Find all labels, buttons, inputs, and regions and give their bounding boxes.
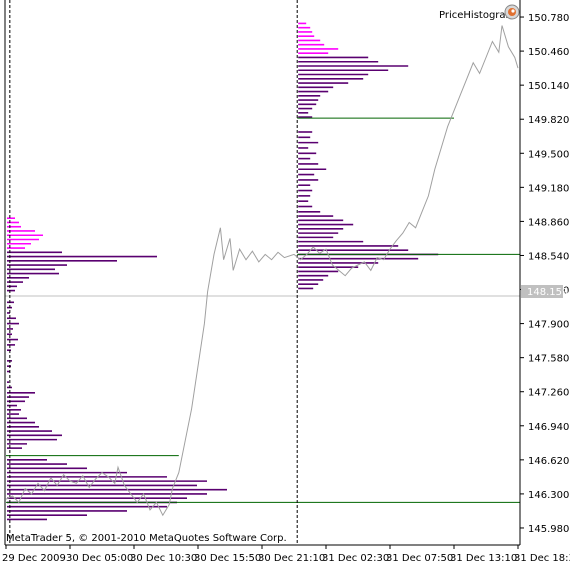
session-separators [9,0,298,545]
price-tick-label: 149.180 [528,183,569,194]
level-lines-layer [6,117,520,503]
price-tick-label: 150.780 [528,13,569,24]
price-tick-label: 147.260 [528,388,569,399]
price-tick-label: 147.900 [528,320,569,331]
price-tick-label: 146.940 [528,422,569,433]
time-tick-label: 30 Dec 21:10 [258,553,325,564]
current-price-box [521,285,563,298]
indicator-name[interactable]: PriceHistogram [439,10,515,21]
price-tick-label: 148.860 [528,217,569,228]
price-tick-label: 145.980 [528,524,569,535]
time-tick-label: 29 Dec 2009 [2,553,66,564]
copyright-text: MetaTrader 5, © 2001-2010 MetaQuotes Sof… [6,533,287,544]
price-tick-label: 146.620 [528,456,569,467]
price-tick-label: 150.140 [528,81,569,92]
time-tick-label: 31 Dec 07:50 [386,553,453,564]
histogram-layer [7,22,439,521]
price-tick-label: 147.580 [528,354,569,365]
time-tick-label: 30 Dec 10:30 [130,553,197,564]
price-tick-label: 148.540 [528,251,569,262]
price-series-line[interactable] [5,25,519,517]
time-tick-label: 31 Dec 13:10 [450,553,517,564]
price-tick-label: 149.820 [528,115,569,126]
time-tick-label: 31 Dec 18:30 [514,553,570,564]
time-tick-label: 30 Dec 15:50 [194,553,261,564]
time-tick-label: 31 Dec 02:30 [322,553,389,564]
price-histogram-icon[interactable] [504,4,520,20]
current-price-label: 148.159 [527,287,568,298]
price-tick-label: 150.460 [528,47,569,58]
time-tick-label: 30 Dec 05:00 [66,553,133,564]
price-tick-label: 146.300 [528,490,569,501]
price-tick-label: 149.500 [528,149,569,160]
